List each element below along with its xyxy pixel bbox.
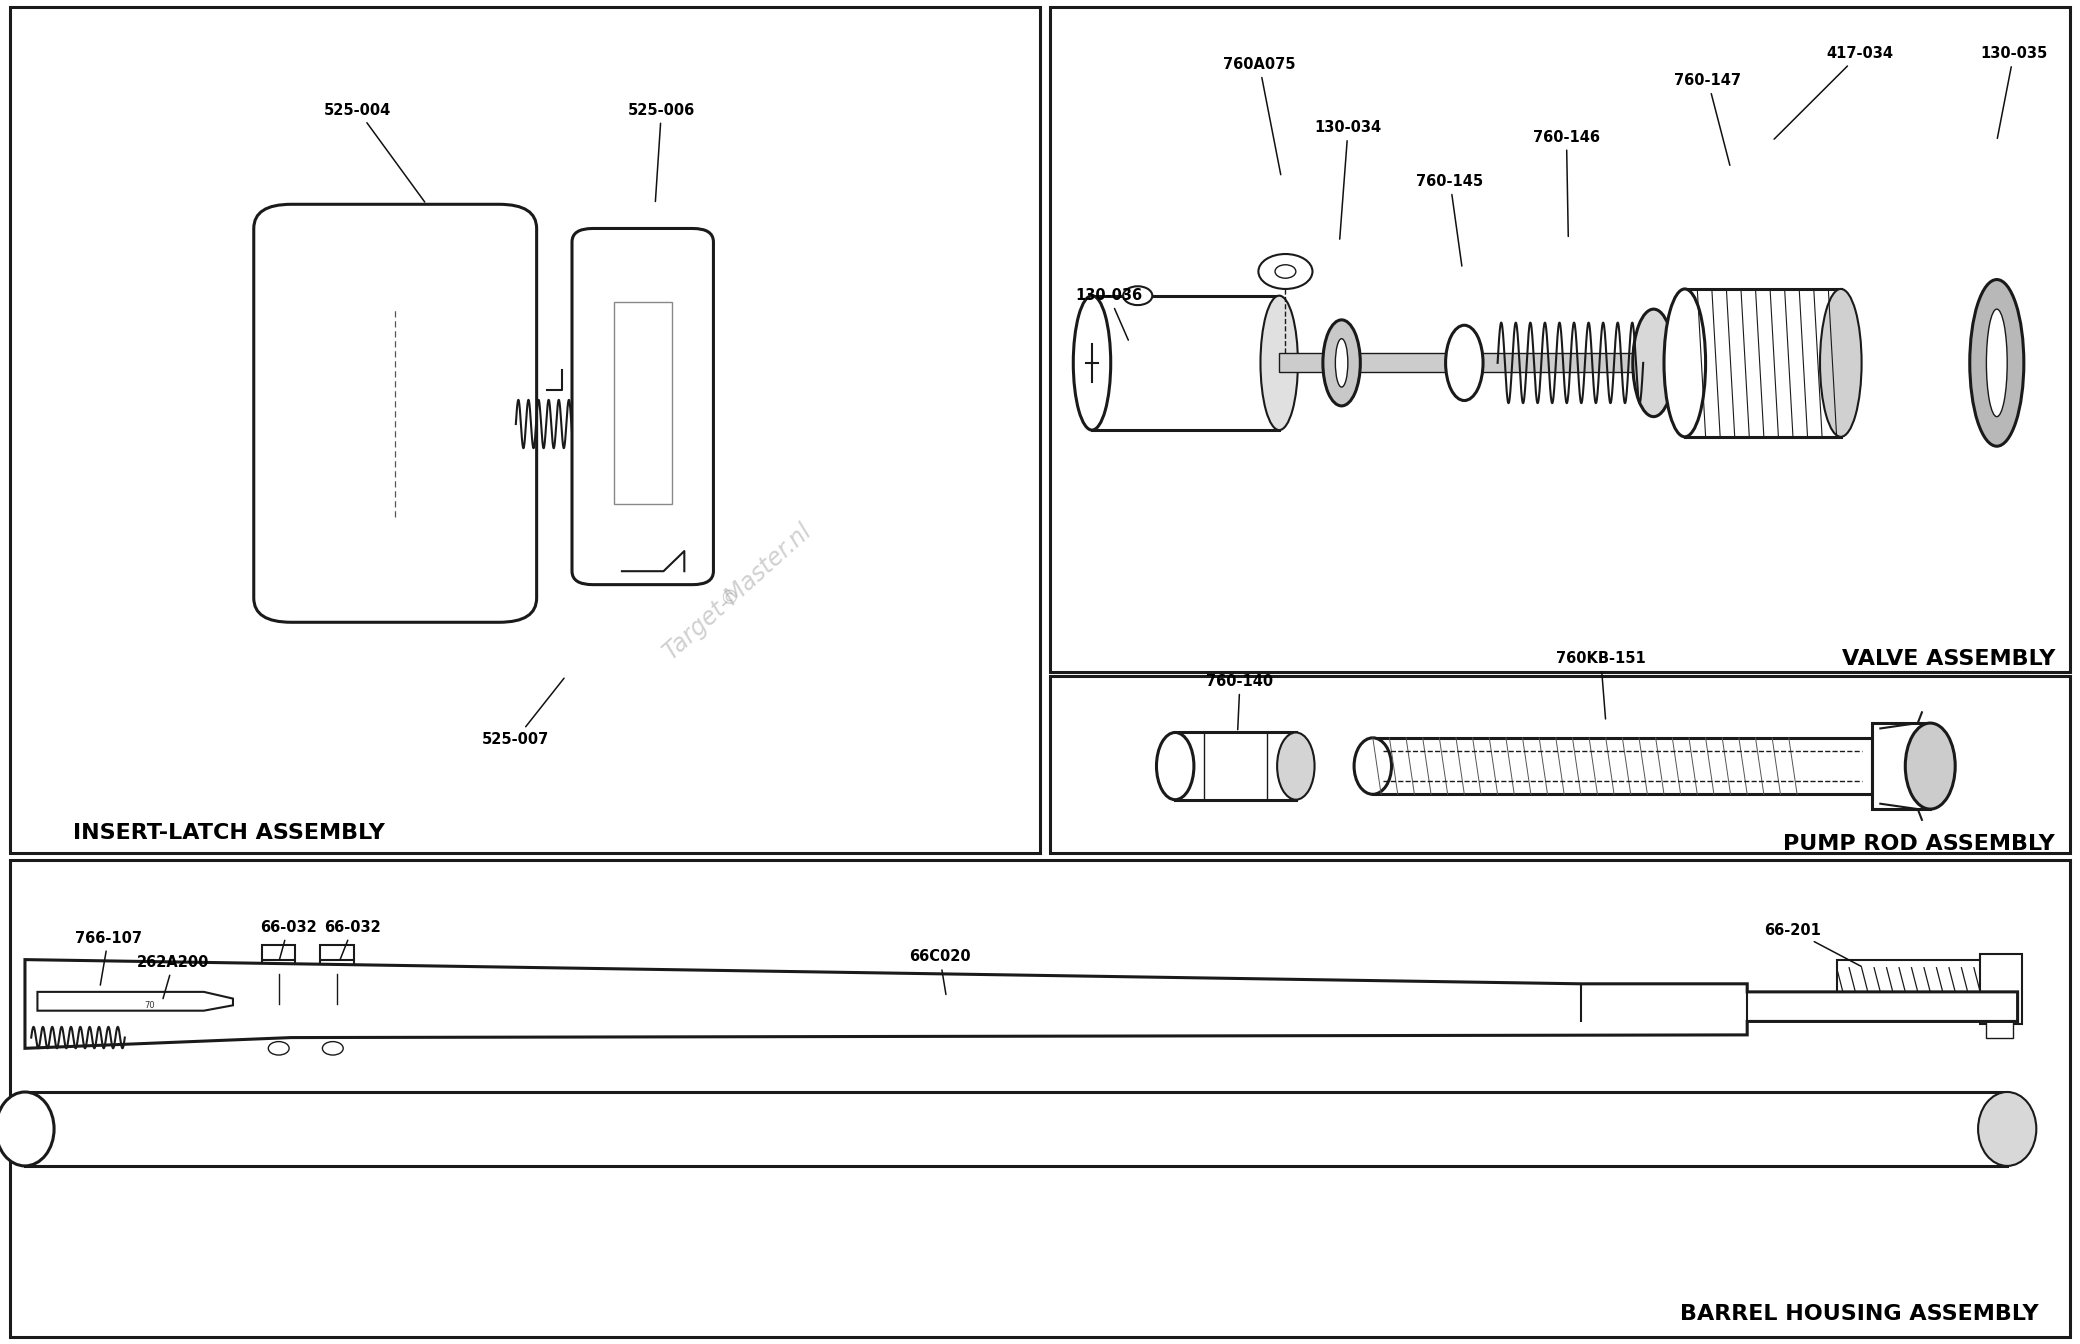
Ellipse shape — [1633, 309, 1674, 417]
Bar — [1373, 738, 1872, 794]
Text: 525-007: 525-007 — [483, 679, 564, 747]
Text: BARREL HOUSING ASSEMBLY: BARREL HOUSING ASSEMBLY — [1681, 1305, 2038, 1324]
Text: 525-004: 525-004 — [324, 102, 424, 202]
Text: 760-145: 760-145 — [1416, 173, 1483, 266]
Ellipse shape — [1970, 280, 2024, 446]
Circle shape — [268, 1042, 289, 1055]
Text: 760-146: 760-146 — [1533, 129, 1600, 237]
Ellipse shape — [1260, 296, 1298, 430]
Circle shape — [1123, 286, 1152, 305]
Bar — [25, 1091, 2007, 1165]
Text: 130-034: 130-034 — [1315, 120, 1381, 239]
Text: Target-Master.nl: Target-Master.nl — [659, 519, 817, 664]
Text: 66-032: 66-032 — [324, 919, 381, 960]
Bar — [320, 945, 354, 974]
Ellipse shape — [609, 269, 676, 376]
Text: 525-006: 525-006 — [628, 102, 695, 202]
Ellipse shape — [1073, 296, 1111, 430]
Circle shape — [360, 546, 431, 591]
Bar — [204, 988, 318, 1028]
Polygon shape — [37, 992, 233, 1011]
Text: PUMP ROD ASSEMBLY: PUMP ROD ASSEMBLY — [1783, 835, 2055, 853]
Ellipse shape — [1446, 325, 1483, 401]
Text: 66-201: 66-201 — [1764, 922, 1862, 966]
Ellipse shape — [1820, 289, 1862, 437]
Bar — [614, 302, 672, 504]
Bar — [345, 309, 445, 524]
Bar — [10, 7, 1040, 853]
Circle shape — [360, 235, 431, 281]
Ellipse shape — [1978, 1091, 2036, 1167]
Text: 66-032: 66-032 — [260, 919, 316, 960]
Text: INSERT-LATCH ASSEMBLY: INSERT-LATCH ASSEMBLY — [73, 824, 385, 843]
Bar — [1986, 1021, 2013, 1038]
Bar — [358, 362, 433, 426]
Ellipse shape — [1354, 738, 1392, 794]
Ellipse shape — [1156, 732, 1194, 800]
Text: 130-036: 130-036 — [1075, 288, 1142, 340]
Bar — [1175, 732, 1296, 800]
Text: 417-034: 417-034 — [1774, 46, 1893, 140]
Text: 262A200: 262A200 — [137, 954, 210, 999]
Circle shape — [277, 1001, 297, 1015]
Ellipse shape — [1986, 309, 2007, 417]
Ellipse shape — [0, 1091, 54, 1167]
Text: 760-140: 760-140 — [1206, 673, 1273, 730]
Circle shape — [1275, 265, 1296, 278]
Text: 130-035: 130-035 — [1980, 46, 2047, 138]
Text: 766-107: 766-107 — [75, 930, 141, 985]
Bar — [1092, 296, 1279, 430]
Ellipse shape — [218, 995, 260, 1021]
Ellipse shape — [1335, 339, 1348, 387]
Polygon shape — [25, 960, 2018, 1048]
Bar — [1685, 289, 1841, 437]
Text: 70: 70 — [144, 1001, 156, 1009]
Text: VALVE ASSEMBLY: VALVE ASSEMBLY — [1841, 649, 2055, 668]
Bar — [1581, 984, 1747, 1021]
Circle shape — [123, 993, 148, 1009]
Bar — [1050, 7, 2070, 672]
Text: 760KB-151: 760KB-151 — [1556, 650, 1645, 719]
Bar — [1980, 954, 2022, 1024]
Bar — [1279, 353, 1810, 372]
Text: 760-147: 760-147 — [1674, 73, 1741, 165]
FancyBboxPatch shape — [572, 228, 713, 585]
Text: ©: © — [720, 589, 738, 607]
Ellipse shape — [1664, 289, 1706, 437]
Ellipse shape — [1905, 723, 1955, 809]
Bar — [258, 379, 295, 446]
Bar — [262, 945, 295, 974]
Bar — [1050, 676, 2070, 853]
Bar — [1872, 723, 1930, 809]
Circle shape — [322, 1042, 343, 1055]
Circle shape — [1258, 254, 1312, 289]
Text: 760A075: 760A075 — [1223, 56, 1296, 175]
Ellipse shape — [1323, 320, 1360, 406]
FancyBboxPatch shape — [254, 204, 537, 622]
Ellipse shape — [1277, 732, 1315, 800]
Text: 66C020: 66C020 — [909, 949, 971, 995]
Bar — [1837, 960, 1986, 997]
Bar — [10, 860, 2070, 1337]
